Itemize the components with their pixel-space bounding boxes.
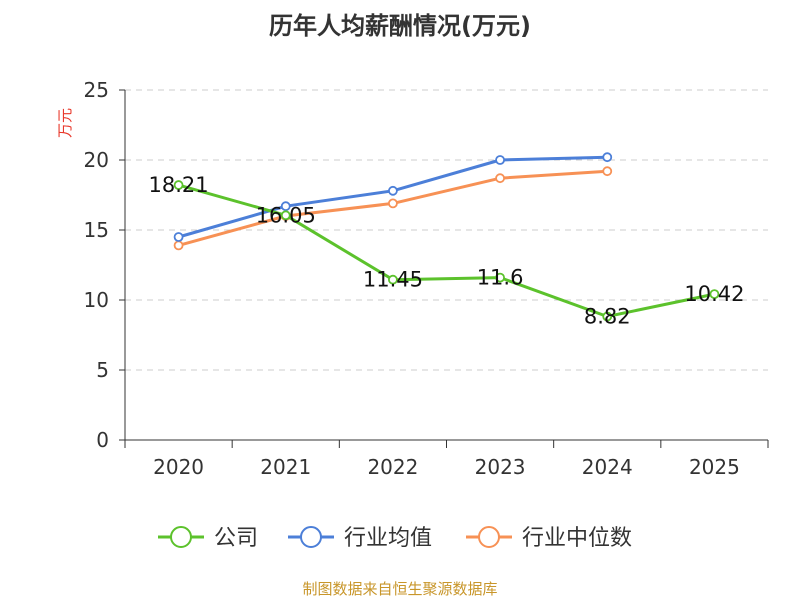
series-layer xyxy=(173,152,720,322)
x-tick-label-2024: 2024 xyxy=(582,455,633,479)
y-tick-label-5: 5 xyxy=(96,358,109,382)
data-label-2020: 18.21 xyxy=(149,173,209,197)
y-axis-unit-label: 万元 xyxy=(56,108,74,138)
legend-layer: 公司 行业均值 行业中位数 xyxy=(158,526,632,551)
legend-marker-1[interactable] xyxy=(300,526,322,548)
series-1-point-2022[interactable] xyxy=(388,185,398,196)
series-2-point-2022[interactable] xyxy=(388,198,398,209)
legend-marker-2[interactable] xyxy=(478,526,500,548)
legend-label-1[interactable]: 行业均值 xyxy=(344,526,432,551)
x-tick-label-2021: 2021 xyxy=(260,455,311,479)
series-line-1 xyxy=(178,155,608,239)
series-0-point-2023[interactable] xyxy=(495,272,505,283)
y-tick-label-25: 25 xyxy=(84,78,109,102)
y-tick-label-20: 20 xyxy=(84,148,109,172)
x-tick-label-2022: 2022 xyxy=(367,455,418,479)
x-tick-label-2023: 2023 xyxy=(475,455,526,479)
series-2-point-2023[interactable] xyxy=(495,173,505,184)
series-2-point-2024[interactable] xyxy=(602,166,613,177)
legend-label-2[interactable]: 行业中位数 xyxy=(522,526,632,551)
series-0-point-2024[interactable] xyxy=(602,311,613,322)
source-footnote: 制图数据来自恒生聚源数据库 xyxy=(302,580,498,598)
series-0-point-2025[interactable] xyxy=(709,289,720,300)
data-label-2023: 11.6 xyxy=(477,266,524,290)
legend-label-0[interactable]: 公司 xyxy=(214,526,258,551)
series-1-point-2020[interactable] xyxy=(173,232,184,242)
series-line-0 xyxy=(178,183,715,319)
legend-marker-0[interactable] xyxy=(170,526,192,548)
y-tick-label-10: 10 xyxy=(84,288,109,312)
series-1-point-2023[interactable] xyxy=(495,155,505,165)
data-label-2025: 10.42 xyxy=(684,282,744,306)
x-tick-label-2025: 2025 xyxy=(689,455,740,479)
data-label-2021: 16.05 xyxy=(256,203,316,227)
label-layer: 18.21 16.05 11.45 11.6 8.82 10.42 xyxy=(149,173,745,328)
y-tick-label-15: 15 xyxy=(84,218,109,242)
series-2-point-2020[interactable] xyxy=(173,240,184,251)
data-label-2024: 8.82 xyxy=(584,305,631,329)
series-0-point-2022[interactable] xyxy=(388,274,398,285)
data-label-2022: 11.45 xyxy=(363,268,423,292)
series-1-point-2021[interactable] xyxy=(280,201,291,212)
x-tick-label-2020: 2020 xyxy=(153,455,204,479)
y-tick-label-0: 0 xyxy=(96,428,109,452)
series-0-point-2021[interactable] xyxy=(280,210,291,221)
grid-layer xyxy=(125,89,768,371)
chart-title: 历年人均薪酬情况(万元) xyxy=(269,12,531,40)
series-0-point-2020[interactable] xyxy=(173,180,184,190)
series-1-point-2024[interactable] xyxy=(602,152,613,163)
